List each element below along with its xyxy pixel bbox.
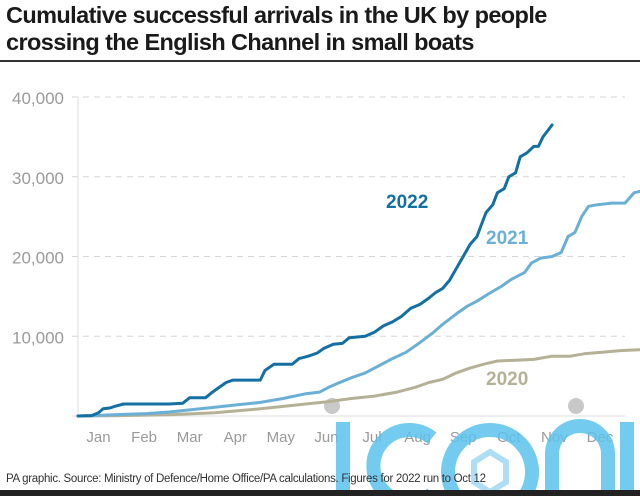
y-tick-label: 20,000 xyxy=(12,249,64,268)
x-tick-label: Mar xyxy=(177,429,203,446)
series-label-2022: 2022 xyxy=(386,192,428,213)
y-tick-label: 30,000 xyxy=(12,169,64,188)
x-tick-labels: Jan Feb Mar Apr May Jun Jul Aug Sep Oct Nov Dec xyxy=(86,429,613,446)
gridlines xyxy=(72,96,625,337)
grey-dot-marker xyxy=(568,398,584,414)
series-line-2021 xyxy=(76,189,640,418)
bottom-bar xyxy=(0,490,640,496)
y-tick-label: 10,000 xyxy=(12,328,64,347)
x-tick-label: Sep xyxy=(450,429,477,446)
x-tick-label: Jan xyxy=(86,429,110,446)
series-label-2020: 2020 xyxy=(486,369,528,390)
x-tick-label: Feb xyxy=(131,429,157,446)
x-tick-label: Oct xyxy=(497,429,521,446)
y-tick-label: 40,000 xyxy=(12,89,64,108)
x-tick-label: Jun xyxy=(314,429,338,446)
line-chart: 10,000 20,000 30,000 40,000 Jan Feb Mar Apr May… xyxy=(12,89,640,446)
series-line-2020 xyxy=(76,348,640,418)
x-tick-label: May xyxy=(267,429,296,446)
chart-title: Cumulative successful arrivals in the UK… xyxy=(6,2,547,55)
series-labels: 2022 2021 2020 xyxy=(386,192,529,390)
decorative-dots xyxy=(324,398,584,414)
x-tick-label: Aug xyxy=(404,429,431,446)
source-note: PA graphic. Source: Ministry of Defence/… xyxy=(6,473,486,485)
x-tick-label: Jul xyxy=(362,429,381,446)
x-tick-label: Apr xyxy=(224,429,247,446)
y-tick-labels: 10,000 20,000 30,000 40,000 xyxy=(12,89,64,347)
series-line-2022 xyxy=(76,123,554,418)
series-lines xyxy=(76,123,640,418)
title-divider xyxy=(0,60,640,62)
x-tick-label: Dec xyxy=(587,429,614,446)
series-label-2021: 2021 xyxy=(486,228,529,249)
x-tick-label: Nov xyxy=(541,429,568,446)
